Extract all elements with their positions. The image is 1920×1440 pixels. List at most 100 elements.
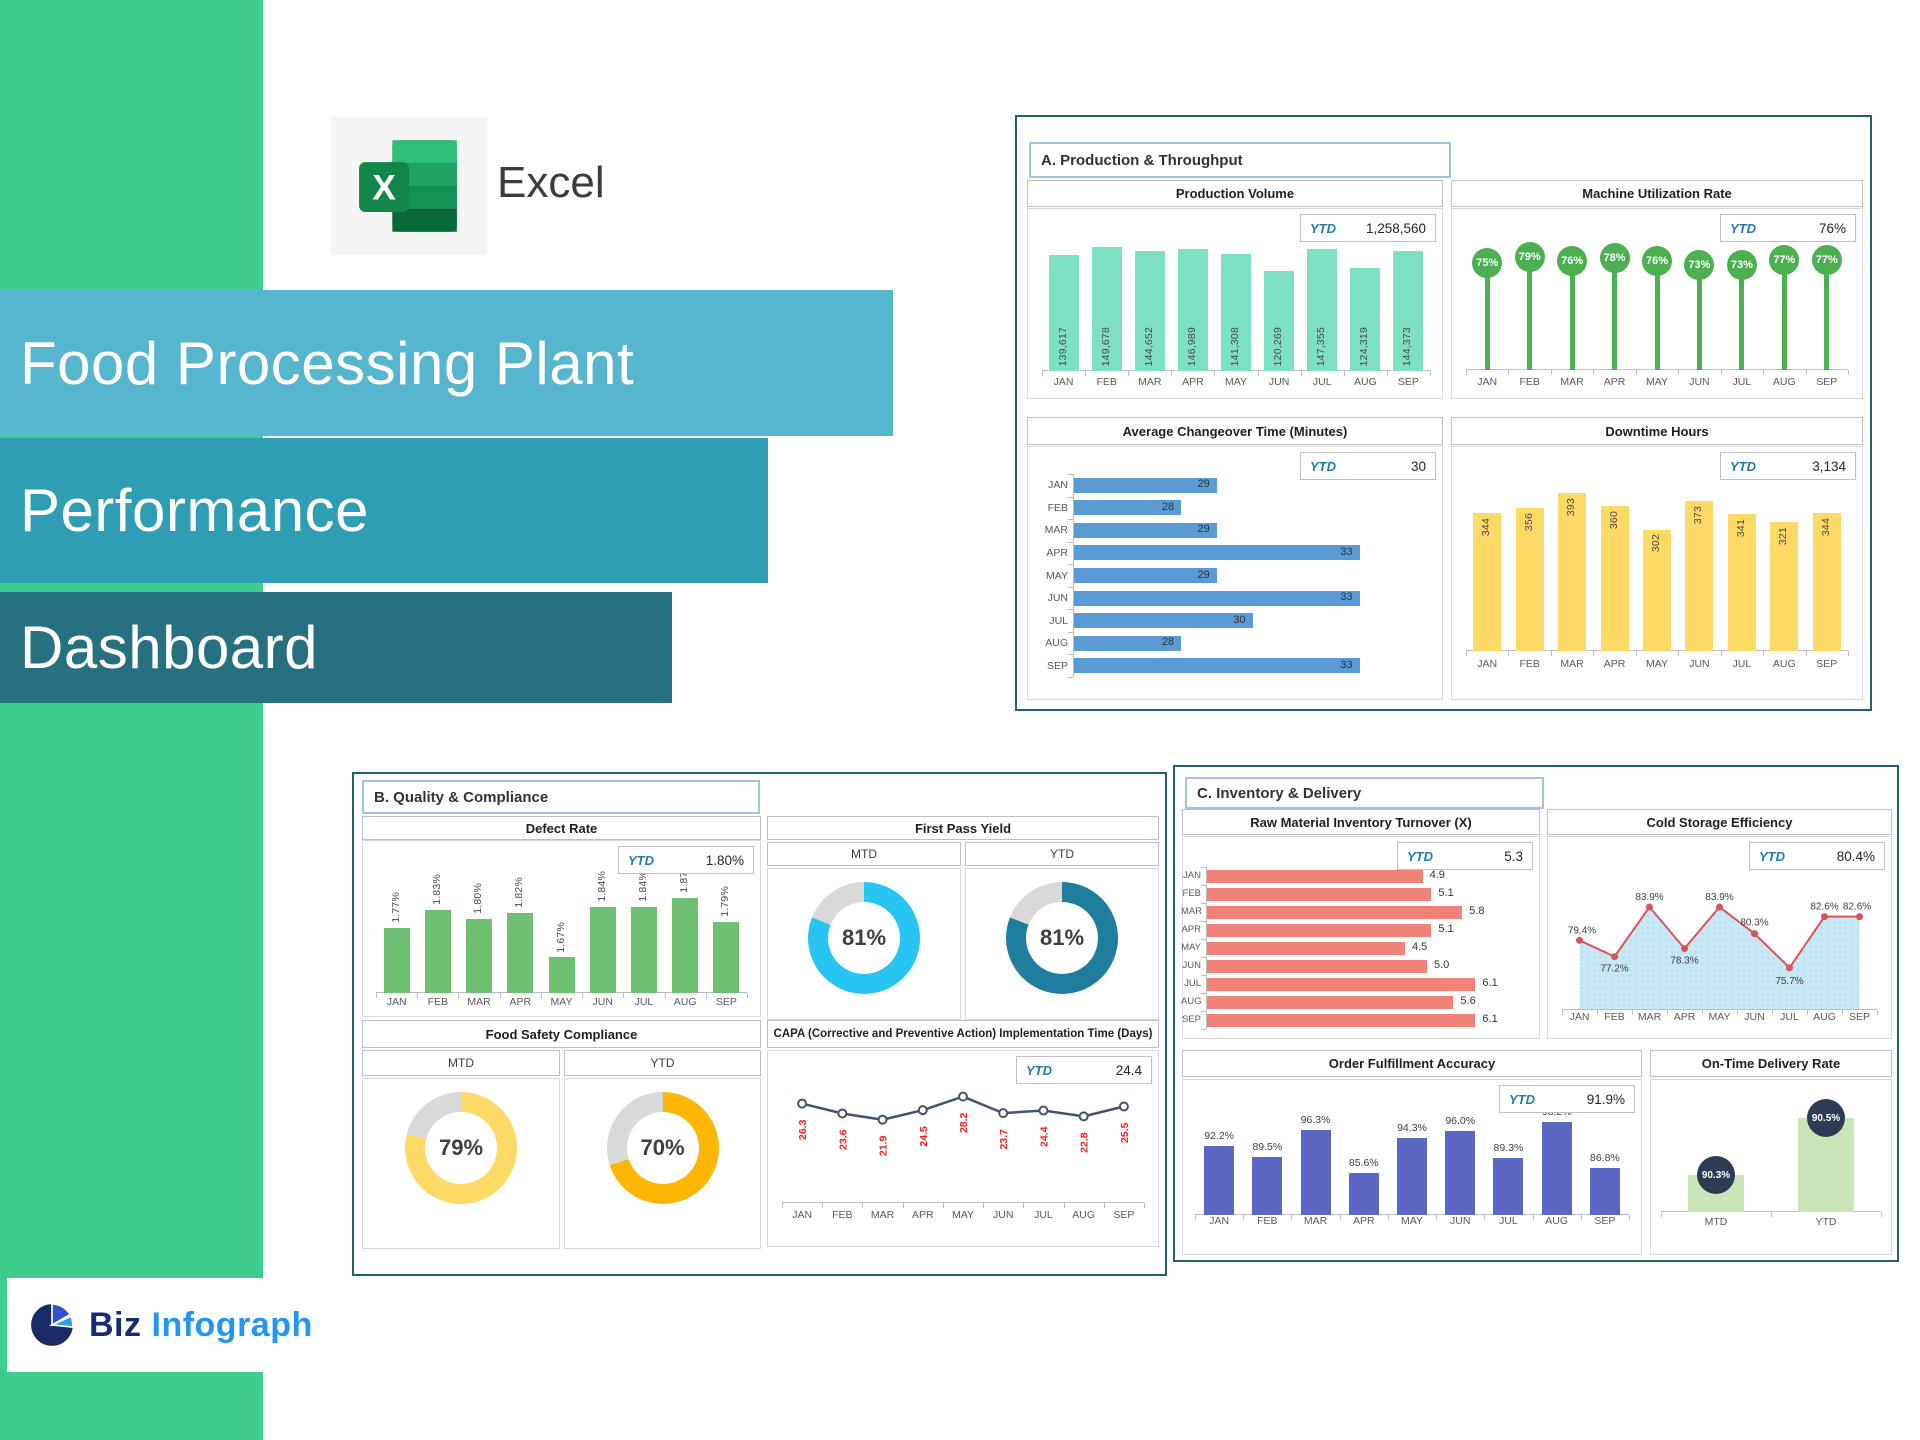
x-axis-label: MAY	[1400, 1215, 1423, 1227]
bar-value-label: 5.0	[1434, 959, 1450, 971]
bar-value-label: 360	[1607, 511, 1620, 530]
ytd-value: 3,134	[1812, 458, 1846, 474]
first-pass-yield-title: First Pass Yield	[767, 816, 1159, 840]
downtime-hours-chart: YTD 3,134 344 356 393 360 302 373 341 321 344 JAN FE…	[1451, 446, 1863, 700]
data-point	[1751, 930, 1758, 938]
x-axis-label: JAN	[1209, 1215, 1230, 1227]
axis-tick	[1550, 651, 1552, 656]
axis-tick	[1201, 867, 1206, 868]
x-axis-label: AUG	[1072, 1209, 1096, 1221]
x-axis-label: SEP	[1113, 1209, 1135, 1221]
axis-tick	[1068, 586, 1073, 588]
axis-tick	[499, 993, 501, 998]
bar	[1091, 246, 1122, 371]
axis-tick	[1243, 1215, 1245, 1220]
x-axis-label: FEB	[1096, 376, 1117, 388]
machine-utilization-chart: YTD 76% 75% 79% 76% 78% 76% 73% 73% 77% 77% JAN FEB M…	[1451, 208, 1863, 399]
bar-value-label: 1.80%	[472, 882, 485, 914]
axis-tick	[458, 993, 460, 998]
fpy-mtd-header: MTD	[767, 842, 961, 866]
plot-area: 90.3% 90.5%	[1661, 1099, 1882, 1217]
axis-tick	[1632, 1010, 1633, 1015]
axis-tick	[782, 1203, 783, 1208]
bar-value-label: 5.6	[1460, 995, 1476, 1007]
bar	[713, 921, 740, 993]
data-point	[797, 1098, 808, 1109]
axis-tick	[1291, 1215, 1293, 1220]
bar-value-label: 147,355	[1315, 326, 1328, 366]
x-axis-label: FEB	[832, 1209, 853, 1221]
axis-tick	[942, 1203, 944, 1208]
axis-tick	[1201, 903, 1206, 904]
data-point	[998, 1108, 1009, 1119]
ytd-value: 1.80%	[705, 852, 744, 868]
x-axis	[782, 1202, 1145, 1208]
ytd-value: 30	[1410, 458, 1426, 474]
y-axis-label: MAY	[1046, 569, 1068, 582]
donut-ring: 81%	[1006, 882, 1118, 994]
axis-tick	[1068, 519, 1073, 521]
bar	[1207, 905, 1463, 919]
bar-value-label: 4.5	[1412, 941, 1428, 953]
bar-value-label: 86.8%	[1589, 1151, 1620, 1164]
point-label: 79.4%	[1568, 925, 1596, 936]
axis-tick	[1103, 1203, 1105, 1208]
axis-tick	[1128, 371, 1130, 376]
lollipop-stem	[1824, 259, 1830, 370]
y-axis-label: SEP	[1046, 659, 1068, 672]
section-c-header: C. Inventory & Delivery	[1185, 777, 1544, 809]
bar-value-label: 94.3%	[1397, 1121, 1427, 1134]
ytd-label: YTD	[1759, 848, 1785, 864]
x-axis-label: MAR	[467, 996, 491, 1008]
axis-tick	[1562, 1010, 1563, 1015]
point-label: 83.9%	[1635, 892, 1663, 903]
fsc-mtd-header: MTD	[362, 1050, 560, 1076]
x-axis-labels: JAN FEB MAR APR MAY JUN JUL AUG SEP	[1195, 1215, 1629, 1230]
inventory-turnover-title: Raw Material Inventory Turnover (X)	[1182, 809, 1540, 835]
bar	[1074, 522, 1217, 538]
ytd-value: 76%	[1818, 220, 1846, 236]
x-axis-labels: JAN FEB MAR APR MAY JUN JUL AUG SEP	[1466, 376, 1848, 391]
bar	[672, 897, 699, 993]
donut-ring: 70%	[606, 1092, 719, 1204]
ytd-chip: YTD 3,134	[1720, 452, 1856, 480]
y-axis-label: APR	[1181, 924, 1201, 935]
x-axis-label: FEB	[1519, 376, 1540, 388]
bar	[1134, 250, 1165, 371]
bar	[1207, 959, 1427, 973]
bar-value-label: 28	[1161, 636, 1175, 649]
bar-value-label: 96.3%	[1300, 1113, 1331, 1126]
axis-tick	[1763, 651, 1765, 656]
y-axis-label: MAY	[1181, 942, 1201, 953]
axis-tick	[1807, 1010, 1808, 1015]
axis-tick	[1144, 1203, 1145, 1208]
x-axis-label: APR	[1182, 376, 1204, 388]
bar	[1685, 500, 1714, 651]
donut-hole: 81%	[1026, 902, 1098, 974]
defect-rate-title: Defect Rate	[362, 816, 761, 840]
line-series: 26.3 23.6 21.9 24.5 28.2 23.7 24.4 22.8 25.5	[797, 1091, 1131, 1156]
axis-tick	[1678, 370, 1680, 375]
point-label: 80.3%	[1740, 918, 1768, 929]
inventory-turnover-chart: YTD 5.3 JAN 4.9 FEB 5.1 MAR 5.8 APR 5.1 MAY 4.5 JUN 5…	[1181, 836, 1540, 1039]
order-fulfillment-title: Order Fulfillment Accuracy	[1182, 1050, 1642, 1077]
point-label: 82.6%	[1843, 902, 1871, 913]
lollipop-stem	[1654, 261, 1660, 370]
plot-area: 26.3 23.6 21.9 24.5 28.2 23.7 24.4 22.8 25.5	[782, 1090, 1144, 1200]
title-line-2: Performance	[0, 438, 768, 583]
x-axis-label: APR	[1673, 1011, 1696, 1023]
x-axis-label: SEP	[1848, 1011, 1870, 1023]
axis-tick	[1805, 651, 1807, 656]
bar	[1541, 1122, 1572, 1215]
axis-tick	[1580, 1215, 1582, 1220]
bar-value-label: 1.83%	[430, 874, 443, 905]
bar	[1252, 1157, 1283, 1215]
fsc-ytd-header: YTD	[564, 1050, 761, 1076]
x-axis-label: JAN	[1477, 376, 1498, 388]
axis-tick	[983, 1203, 985, 1208]
axis-tick	[1171, 371, 1173, 376]
axis-tick	[1195, 1215, 1196, 1220]
axis-tick	[1661, 1212, 1662, 1217]
cold-storage-title: Cold Storage Efficiency	[1547, 809, 1892, 835]
axis-tick	[1339, 1215, 1341, 1220]
